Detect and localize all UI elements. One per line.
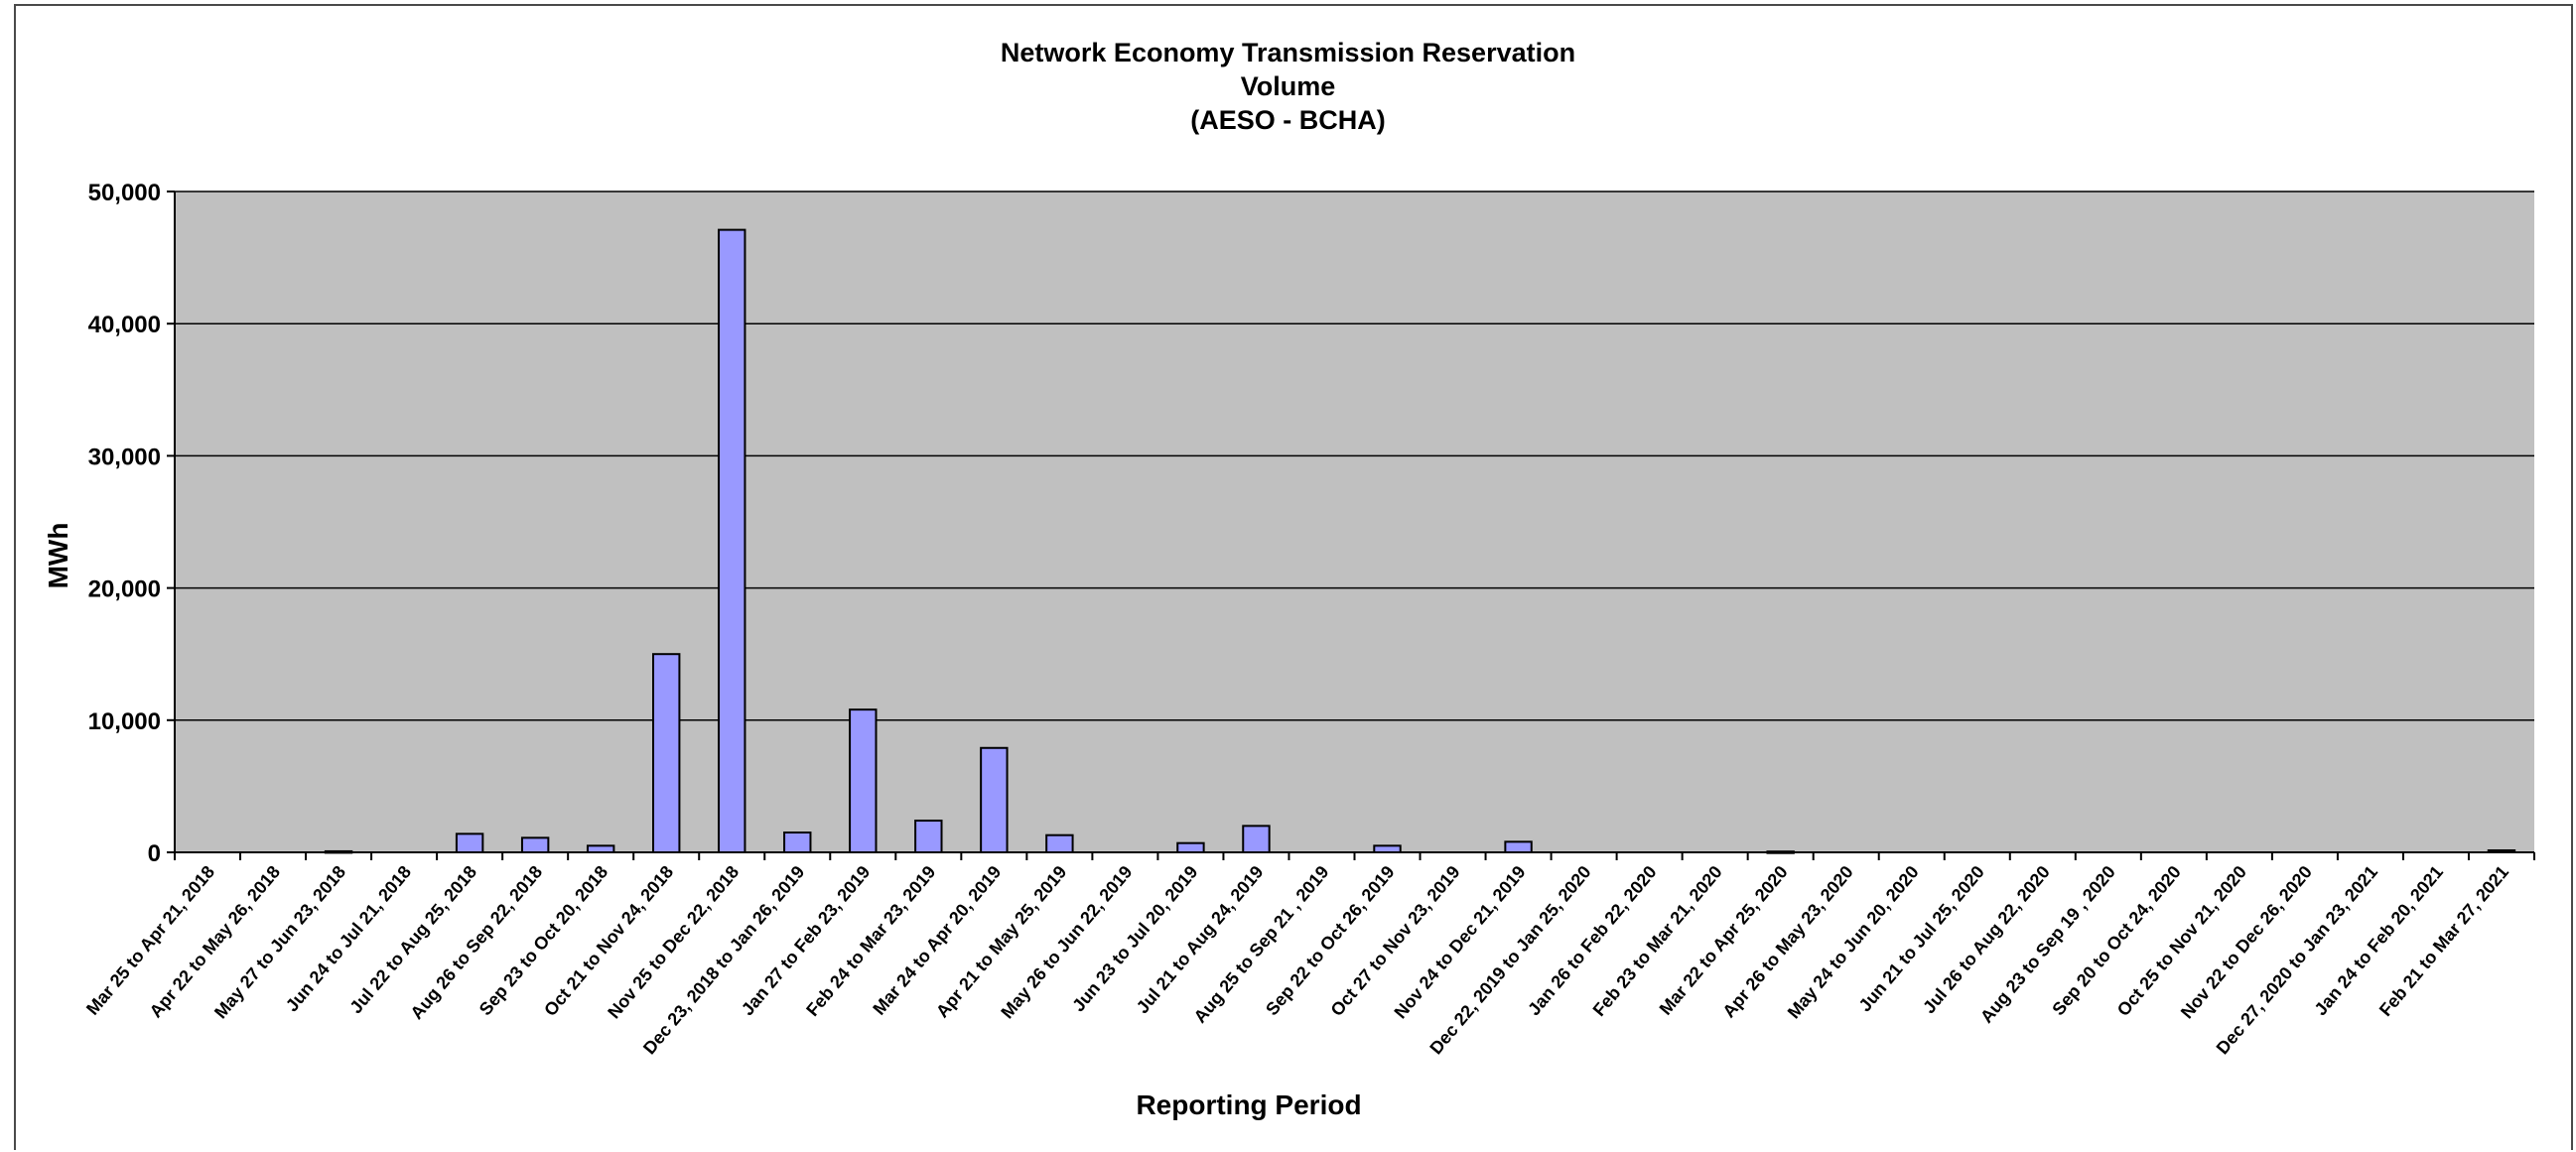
- x-tick-label: Mar 24 to Apr 20, 2019: [869, 862, 1005, 1019]
- chart-title-line-3: (AESO - BCHA): [1190, 105, 1386, 135]
- x-tick-label: Jan 26 to Feb 22, 2020: [1524, 862, 1661, 1019]
- x-tick-label: May 26 to Jun 22, 2019: [997, 862, 1136, 1023]
- y-tick-label: 30,000: [88, 444, 161, 470]
- bar: [1176, 841, 1205, 854]
- x-tick-label: Jun 24 to Jul 21, 2018: [282, 862, 415, 1016]
- y-tick-labels: 0 10,000 20,000 30,000 40,000 50,000: [88, 180, 161, 867]
- x-tick-label: Apr 26 to May 23, 2020: [1718, 862, 1856, 1022]
- chart-title: Network Economy Transmission Reservation…: [0, 36, 2576, 137]
- x-tick-label: Sep 20 to Oct 24, 2020: [2048, 862, 2185, 1019]
- x-tick-label: Jan 27 to Feb 23, 2019: [738, 862, 875, 1019]
- x-tick-label: Sep 23 to Oct 20, 2018: [475, 862, 612, 1019]
- bar: [849, 708, 878, 853]
- x-tick-label: Apr 22 to May 26, 2018: [146, 862, 284, 1022]
- x-tick-label: Aug 23 to Sep 19 , 2020: [1976, 862, 2119, 1027]
- gridlines: [175, 191, 2534, 721]
- x-tick-label: Jun 23 to Jul 20, 2019: [1068, 862, 1201, 1016]
- x-axis-title: Reporting Period: [1136, 1089, 1361, 1120]
- bar: [1045, 833, 1074, 854]
- x-tick-label: Nov 22 to Dec 26, 2020: [2177, 862, 2316, 1023]
- x-tick-label: Feb 23 to Mar 21, 2020: [1589, 862, 1726, 1020]
- y-tick-label: 20,000: [88, 576, 161, 603]
- bar: [914, 820, 943, 853]
- bar: [783, 832, 812, 854]
- x-tick-label: Oct 25 to Nov 21, 2020: [2113, 862, 2250, 1020]
- bar: [652, 653, 681, 854]
- x-tick-label: Mar 25 to Apr 21, 2018: [82, 862, 218, 1019]
- bars: [324, 228, 2516, 854]
- y-tick-label: 0: [148, 840, 161, 867]
- x-tick-label: Sep 22 to Oct 26, 2019: [1262, 862, 1399, 1019]
- chart-title-line-1: Network Economy Transmission Reservation: [1000, 38, 1576, 67]
- x-tick-label: Jun 21 to Jul 25, 2020: [1855, 862, 1988, 1016]
- x-tick-label: Nov 25 to Dec 22, 2018: [604, 862, 743, 1023]
- x-tick-label: Mar 22 to Apr 25, 2020: [1656, 862, 1792, 1019]
- x-tick-label: Feb 24 to Mar 23, 2019: [802, 862, 939, 1020]
- bar: [1242, 825, 1271, 853]
- x-tick-label: Jul 22 to Aug 25, 2018: [345, 862, 480, 1017]
- chart-title-line-2: Volume: [1240, 71, 1336, 101]
- y-tick-label: 50,000: [88, 180, 161, 206]
- x-tick-label: Oct 27 to Nov 23, 2019: [1326, 862, 1463, 1020]
- bar: [1504, 840, 1533, 853]
- x-tick-label: Jan 24 to Feb 20, 2021: [2311, 862, 2448, 1019]
- y-axis-title: MWh: [43, 523, 73, 589]
- x-tick-label: Feb 21 to Mar 27, 2021: [2375, 862, 2512, 1020]
- x-tick-label: Nov 24 to Dec 21, 2019: [1391, 862, 1530, 1023]
- axes: [167, 191, 2535, 860]
- x-tick-label: Apr 21 to May 25, 2019: [932, 862, 1070, 1022]
- plot-area: [175, 192, 2534, 852]
- x-tick-label: Oct 21 to Nov 24, 2018: [540, 862, 677, 1020]
- x-tick-label: Aug 25 to Sep 21 , 2019: [1190, 862, 1333, 1027]
- bar: [455, 832, 484, 853]
- bar: [520, 836, 550, 854]
- x-tick-label: May 24 to Jun 20, 2020: [1784, 862, 1923, 1023]
- x-tick-label: Jul 21 to Aug 24, 2019: [1133, 862, 1268, 1017]
- x-tick-label: Aug 26 to Sep 22, 2018: [406, 862, 546, 1023]
- y-tick-label: 40,000: [88, 312, 161, 338]
- bar: [718, 228, 746, 854]
- y-tick-label: 10,000: [88, 708, 161, 735]
- x-tick-label: Jul 26 to Aug 22, 2020: [1919, 862, 2054, 1017]
- x-tick-label: May 27 to Jun 23, 2018: [210, 862, 349, 1023]
- bar: [980, 746, 1009, 853]
